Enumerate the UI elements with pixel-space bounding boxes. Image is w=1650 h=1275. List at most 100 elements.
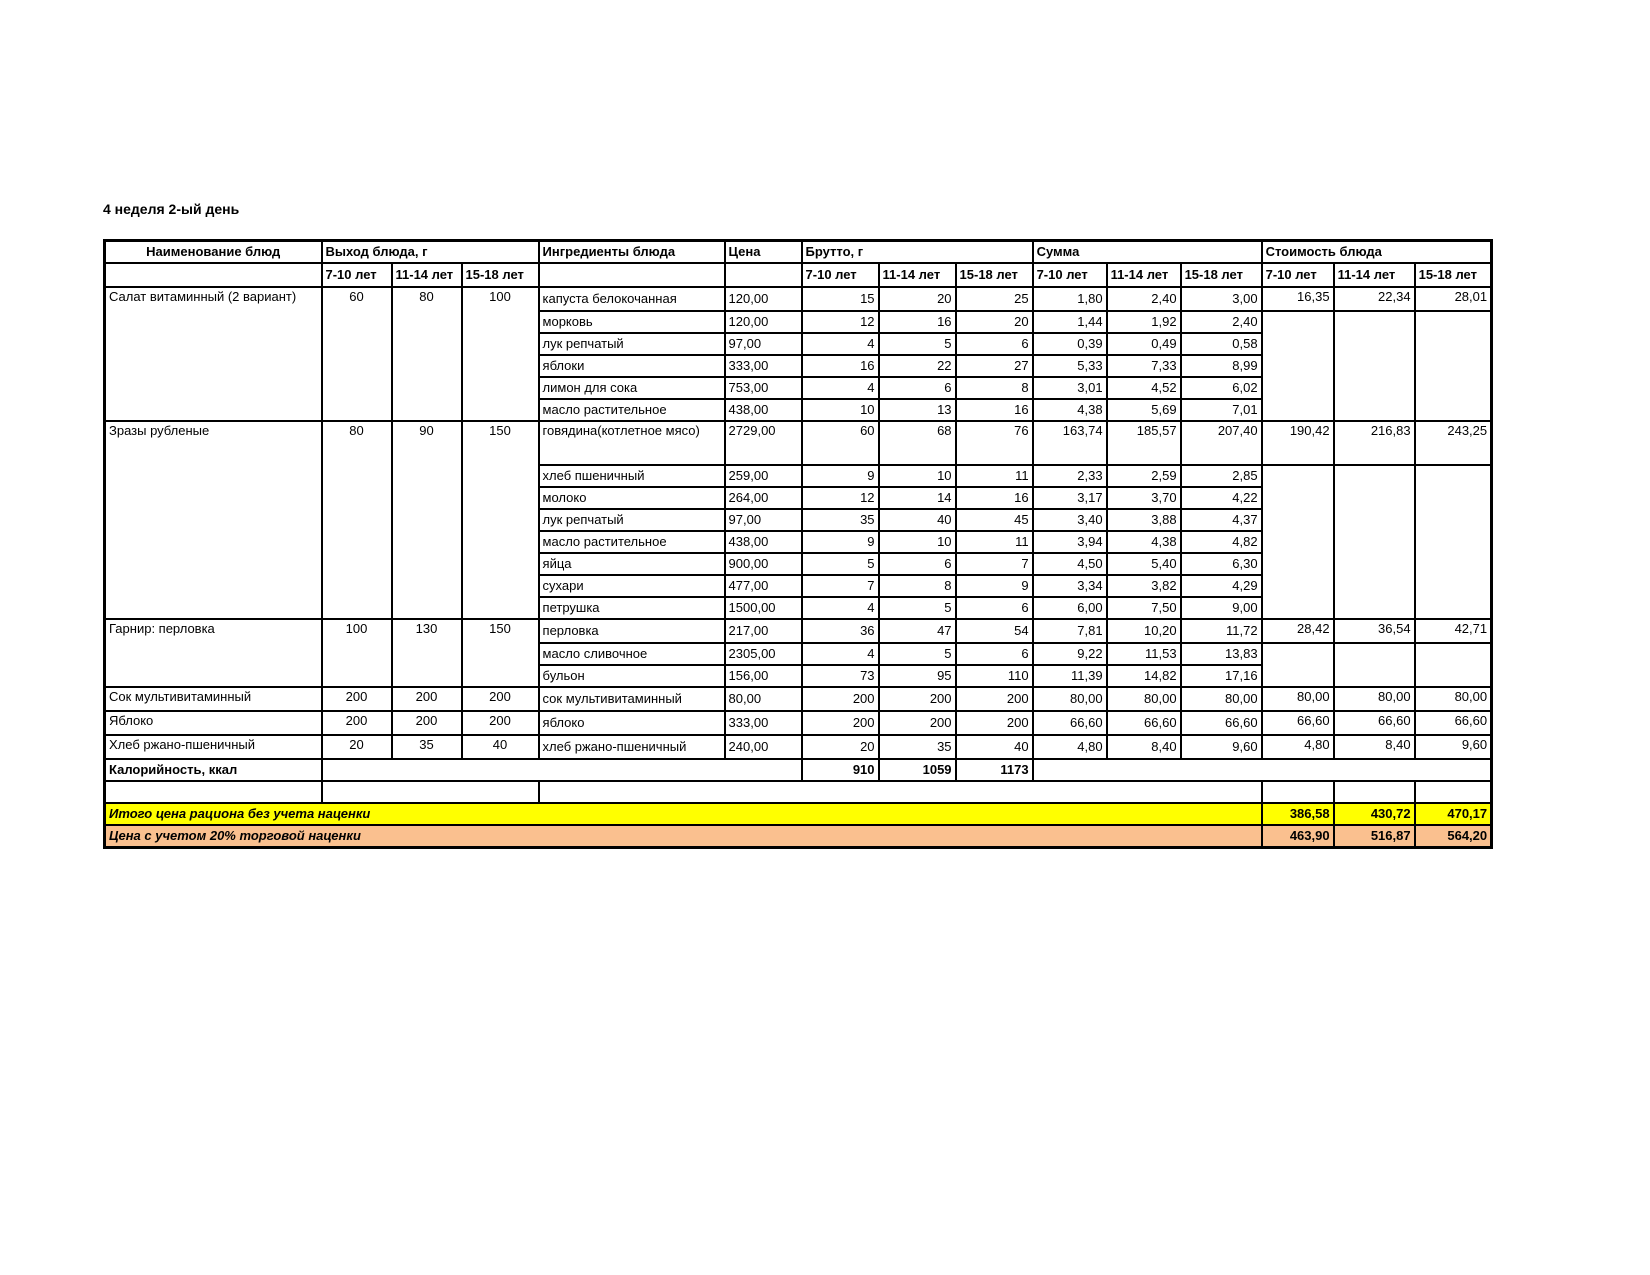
header-row-age-groups: 7-10 лет 11-14 лет 15-18 лет 7-10 лет 11-14 … xyxy=(103,262,1493,288)
gross-cell: 5 xyxy=(877,596,957,620)
dish-name-cell: Гарнир: перловка xyxy=(103,618,323,688)
sum-cell: 4,52 xyxy=(1105,376,1182,400)
age-group-header: 11-14 лет xyxy=(1105,262,1182,288)
dish-yield-cell: 200 xyxy=(460,710,540,736)
dish-cost-empty-cell xyxy=(1260,643,1335,687)
sum-cell: 80,00 xyxy=(1105,686,1182,712)
empty-cell xyxy=(1031,758,1493,782)
dish-cost-cell: 28,42 xyxy=(1260,618,1335,644)
gross-cell: 16 xyxy=(954,486,1034,510)
total-row-value: 386,58 xyxy=(1260,802,1335,826)
sum-cell: 7,81 xyxy=(1031,618,1108,644)
calories-value: 1059 xyxy=(877,758,957,782)
ingredient-name-cell: говядина(котлетное мясо) xyxy=(537,420,726,466)
total-row-label: Итого цена рациона без учета наценки xyxy=(103,802,1263,826)
sum-cell: 4,37 xyxy=(1179,508,1263,532)
sum-cell: 185,57 xyxy=(1105,420,1182,466)
table-row: Хлеб ржано-пшеничный 20 35 40 хлеб ржано-пше… xyxy=(103,734,1493,760)
sum-cell: 4,82 xyxy=(1179,530,1263,554)
price-cell: 900,00 xyxy=(723,552,803,576)
sum-cell: 8,99 xyxy=(1179,354,1263,378)
column-header-price: Цена xyxy=(723,239,803,264)
column-header-yield: Выход блюда, г xyxy=(320,239,540,264)
gross-cell: 36 xyxy=(800,618,880,644)
gross-cell: 16 xyxy=(877,310,957,334)
gross-cell: 200 xyxy=(800,710,880,736)
sum-cell: 3,17 xyxy=(1031,486,1108,510)
sum-cell: 4,22 xyxy=(1179,486,1263,510)
table-row: Сок мультивитаминный 200 200 200 сок мультив… xyxy=(103,686,1493,712)
table-row: Яблоко 200 200 200 яблоко 333,00 200 200 200 66,6… xyxy=(103,710,1493,736)
gross-cell: 8 xyxy=(954,376,1034,400)
spacer-row xyxy=(103,781,1493,804)
gross-cell: 11 xyxy=(954,464,1034,488)
price-cell: 2305,00 xyxy=(723,642,803,666)
age-group-header: 7-10 лет xyxy=(800,262,880,288)
dish-name-cell: Яблоко xyxy=(103,710,323,736)
table-row: петрушка 1500,00 4 5 6 6,00 7,50 9,00 xyxy=(105,596,1492,620)
gross-cell: 6 xyxy=(954,596,1034,620)
sum-cell: 66,60 xyxy=(1179,710,1263,736)
gross-cell: 54 xyxy=(954,618,1034,644)
dish-yield-cell: 200 xyxy=(320,710,393,736)
table-row: масло растительное 438,00 10 13 16 4,38 5,69 7,… xyxy=(105,398,1492,422)
sum-cell: 3,70 xyxy=(1105,486,1182,510)
total-row: Итого цена рациона без учета наценки 386,… xyxy=(103,802,1493,826)
sum-cell: 4,80 xyxy=(1031,734,1108,760)
dish-yield-cell: 200 xyxy=(320,686,393,712)
age-group-header: 7-10 лет xyxy=(320,262,393,288)
gross-cell: 25 xyxy=(954,286,1034,312)
price-cell: 156,00 xyxy=(723,664,803,688)
ingredient-name-cell: лук репчатый xyxy=(537,508,726,532)
dish-cost-cell: 4,80 xyxy=(1260,734,1335,760)
spacer-cell xyxy=(320,781,540,804)
dish-cost-cell: 9,60 xyxy=(1413,734,1493,760)
dish-cost-empty-cell xyxy=(1332,465,1416,619)
age-group-header: 11-14 лет xyxy=(390,262,463,288)
sum-cell: 3,82 xyxy=(1105,574,1182,598)
dish-cost-empty-cell xyxy=(1413,465,1493,619)
ingredient-name-cell: яйца xyxy=(537,552,726,576)
dish-name-cell: Салат витаминный (2 вариант) xyxy=(103,286,323,422)
gross-cell: 10 xyxy=(800,398,880,422)
gross-cell: 110 xyxy=(954,664,1034,688)
sum-cell: 2,85 xyxy=(1179,464,1263,488)
dish-yield-cell: 200 xyxy=(390,710,463,736)
header-row-groups: Наименование блюд Выход блюда, г Ингредиен… xyxy=(103,239,1493,264)
dish-cost-empty-cell xyxy=(1413,311,1493,421)
gross-cell: 12 xyxy=(800,486,880,510)
ingredient-name-cell: масло сливочное xyxy=(537,642,726,666)
dish-cost-cell: 16,35 xyxy=(1260,286,1335,312)
gross-cell: 9 xyxy=(800,530,880,554)
age-group-header: 15-18 лет xyxy=(1179,262,1263,288)
gross-cell: 7 xyxy=(954,552,1034,576)
gross-cell: 35 xyxy=(800,508,880,532)
gross-cell: 200 xyxy=(877,710,957,736)
price-cell: 80,00 xyxy=(723,686,803,712)
dish-name-cell: Сок мультивитаминный xyxy=(103,686,323,712)
sum-cell: 6,30 xyxy=(1179,552,1263,576)
sum-cell: 11,53 xyxy=(1105,642,1182,666)
age-group-header: 15-18 лет xyxy=(1413,262,1493,288)
gross-cell: 5 xyxy=(800,552,880,576)
sum-cell: 14,82 xyxy=(1105,664,1182,688)
sum-cell: 2,40 xyxy=(1179,310,1263,334)
menu-table: Наименование блюд Выход блюда, г Ингредиен… xyxy=(103,239,1494,849)
gross-cell: 16 xyxy=(800,354,880,378)
sum-cell: 5,33 xyxy=(1031,354,1108,378)
sum-cell: 9,00 xyxy=(1179,596,1263,620)
gross-cell: 4 xyxy=(800,596,880,620)
sum-cell: 6,00 xyxy=(1031,596,1108,620)
price-cell: 259,00 xyxy=(723,464,803,488)
total-row-label: Цена с учетом 20% торговой наценки xyxy=(103,824,1263,849)
sum-cell: 10,20 xyxy=(1105,618,1182,644)
gross-cell: 20 xyxy=(800,734,880,760)
sum-cell: 9,60 xyxy=(1179,734,1263,760)
spacer-cell xyxy=(1332,781,1416,804)
sum-cell: 4,38 xyxy=(1105,530,1182,554)
total-row-value: 463,90 xyxy=(1260,824,1335,849)
gross-cell: 22 xyxy=(877,354,957,378)
sum-cell: 3,88 xyxy=(1105,508,1182,532)
table-row: морковь 120,00 12 16 20 1,44 1,92 2,40 xyxy=(105,310,1493,421)
sum-cell: 17,16 xyxy=(1179,664,1263,688)
